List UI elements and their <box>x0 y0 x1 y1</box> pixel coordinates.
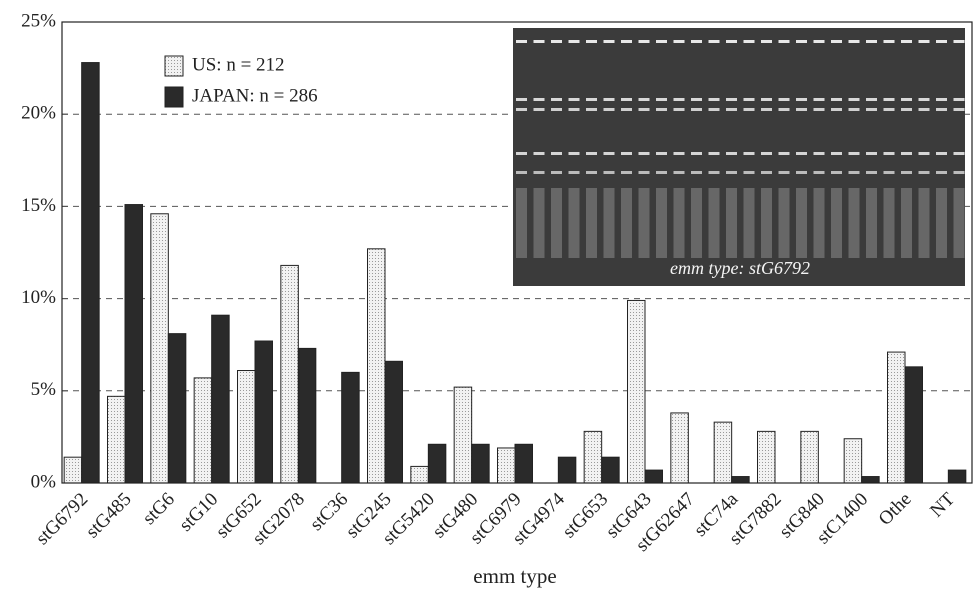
legend-label: US: n = 212 <box>192 54 285 75</box>
page: {"chart_data": {"type": "bar", "x_label"… <box>0 0 975 592</box>
bar <box>194 378 212 483</box>
annotation: emm type: stG6792 <box>670 258 810 278</box>
bar <box>428 444 446 483</box>
gel-image <box>513 28 965 286</box>
bar <box>472 444 490 483</box>
x-tick-label: stG6 <box>139 489 179 529</box>
bar <box>558 457 576 483</box>
gel-lanes <box>513 28 965 286</box>
bar <box>82 63 100 483</box>
bar <box>498 448 516 483</box>
bar <box>645 470 663 483</box>
bar <box>168 334 186 483</box>
y-tick-label: 15% <box>21 195 56 216</box>
legend-swatch <box>165 56 183 76</box>
bar <box>758 431 776 483</box>
bar <box>411 466 429 483</box>
bar <box>905 367 923 483</box>
y-tick-label: 20% <box>21 103 56 124</box>
bar <box>64 457 82 483</box>
bar <box>212 315 230 483</box>
bar <box>844 439 862 483</box>
legend-swatch <box>165 87 183 107</box>
x-tick-label: stG485 <box>82 489 136 543</box>
bar <box>515 444 533 483</box>
bar <box>732 477 750 483</box>
bar <box>948 470 966 483</box>
bar <box>125 205 143 483</box>
legend-label: JAPAN: n = 286 <box>192 85 318 106</box>
x-tick-label: stG6792 <box>32 489 92 549</box>
bar <box>602 457 620 483</box>
y-tick-label: 0% <box>31 471 57 492</box>
x-tick-label: NT <box>926 488 959 521</box>
bar <box>714 422 732 483</box>
x-tick-label: stG653 <box>559 489 613 543</box>
bar <box>298 348 316 483</box>
bar <box>385 361 403 483</box>
bar <box>862 477 880 483</box>
bar <box>108 396 126 483</box>
y-tick-label: 5% <box>31 379 57 400</box>
bar <box>628 300 646 483</box>
bar <box>151 214 169 483</box>
chart: 0%5%10%15%20%25%stG6792stG485stG6stG10st… <box>0 0 975 592</box>
y-tick-label: 10% <box>21 287 56 308</box>
x-axis-label: emm type <box>473 564 556 588</box>
bar <box>238 371 256 483</box>
y-tick-label: 25% <box>21 10 56 31</box>
bar <box>801 431 819 483</box>
bar <box>671 413 689 483</box>
bar <box>281 265 299 483</box>
bar <box>454 387 472 483</box>
bar <box>255 341 273 483</box>
bar <box>888 352 906 483</box>
bar <box>368 249 386 483</box>
bar <box>584 431 602 483</box>
x-tick-label: Othe <box>875 489 916 530</box>
bar <box>342 372 360 483</box>
